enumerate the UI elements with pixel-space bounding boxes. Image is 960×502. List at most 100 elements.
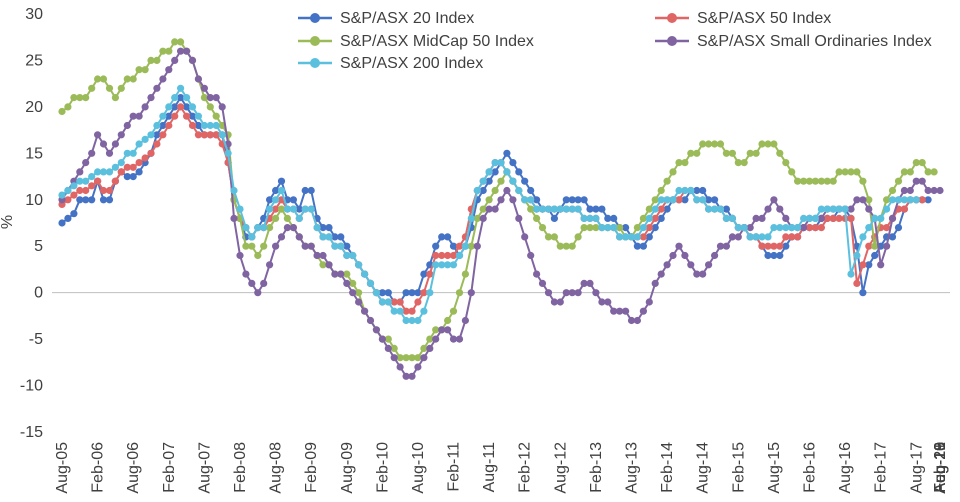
y-tick-label: 20 (25, 99, 43, 116)
data-point (159, 131, 167, 139)
data-point (331, 242, 339, 250)
data-point (99, 196, 108, 204)
data-point (212, 131, 220, 139)
legend-label: S&P/ASX 20 Index (340, 10, 474, 27)
data-point (301, 186, 309, 195)
data-point (485, 177, 493, 185)
data-point (366, 316, 375, 325)
data-point (343, 270, 351, 278)
x-tick-label: Aug-11 (481, 442, 498, 493)
data-point (586, 224, 594, 232)
data-point (94, 177, 102, 185)
data-point (99, 75, 108, 83)
data-point (206, 131, 214, 139)
x-tick-label: Feb-10 (374, 442, 391, 493)
y-tick-label: 15 (25, 145, 43, 162)
data-point (663, 177, 671, 185)
data-point (800, 177, 808, 185)
data-point (408, 307, 416, 315)
data-point (859, 233, 867, 241)
x-tick-label: Aug-08 (268, 442, 285, 494)
data-point (841, 168, 849, 176)
data-point (782, 224, 790, 232)
data-point (900, 168, 909, 176)
data-point (266, 205, 274, 213)
data-point (521, 196, 529, 204)
data-point (865, 205, 873, 213)
data-point (586, 214, 594, 222)
x-tick-label: Feb-20 (932, 442, 949, 493)
data-point (384, 298, 392, 306)
data-point (76, 186, 84, 195)
data-point (705, 140, 713, 148)
data-point (82, 196, 90, 204)
data-point (580, 214, 588, 222)
data-point (361, 270, 369, 278)
data-point (817, 205, 826, 213)
data-point (805, 177, 814, 185)
y-tick-label: 10 (25, 192, 43, 209)
x-tick-label: Feb-12 (517, 442, 534, 493)
data-point (289, 205, 297, 213)
data-point (111, 163, 119, 171)
x-tick-label: Aug-15 (766, 442, 783, 494)
data-point (455, 335, 464, 343)
data-point (111, 177, 119, 185)
data-point (159, 47, 167, 55)
data-point (188, 121, 197, 130)
data-point (88, 173, 96, 181)
data-point (580, 196, 588, 204)
data-point (782, 214, 790, 222)
series-line (61, 50, 940, 378)
data-point (823, 205, 831, 213)
x-tick-label: Feb-07 (161, 442, 178, 493)
data-point (746, 224, 754, 232)
data-point (722, 242, 731, 250)
data-point (568, 289, 576, 297)
data-point (616, 307, 624, 315)
data-point (260, 242, 268, 250)
data-point (503, 168, 511, 176)
data-point (76, 196, 84, 204)
data-point (200, 94, 208, 102)
data-point (88, 196, 96, 204)
data-point (669, 251, 677, 260)
data-point (165, 112, 173, 120)
legend-item: S&P/ASX Small Ordinaries Index (655, 33, 932, 50)
data-point (444, 316, 452, 325)
data-point (610, 224, 618, 232)
data-point (159, 75, 167, 83)
data-point (444, 233, 452, 241)
x-tick-label: Aug-19 (932, 442, 949, 494)
data-point (651, 224, 659, 232)
data-point (390, 344, 398, 352)
data-point (924, 168, 932, 176)
data-point (894, 196, 903, 204)
data-point (171, 38, 179, 46)
data-point (129, 75, 137, 83)
data-point (699, 196, 707, 204)
data-point (562, 205, 570, 213)
data-point (313, 251, 321, 260)
y-axis-label: % (0, 215, 16, 229)
x-tick-label: Feb-06 (90, 442, 107, 493)
data-point (633, 316, 642, 325)
data-point (550, 298, 559, 306)
data-point (414, 316, 422, 325)
data-point (711, 140, 719, 148)
data-point (266, 196, 274, 204)
data-point (562, 196, 570, 204)
data-point (817, 214, 826, 222)
legend-swatch-marker (310, 58, 320, 68)
data-point (515, 186, 523, 195)
series-5 (58, 84, 920, 325)
data-point (159, 112, 167, 120)
data-point (438, 251, 446, 260)
data-point (752, 233, 760, 241)
data-point (444, 251, 452, 260)
data-point (236, 205, 244, 213)
data-point (544, 289, 553, 297)
data-point (900, 186, 909, 195)
data-point (776, 242, 784, 250)
legend-swatch-marker (310, 36, 320, 46)
